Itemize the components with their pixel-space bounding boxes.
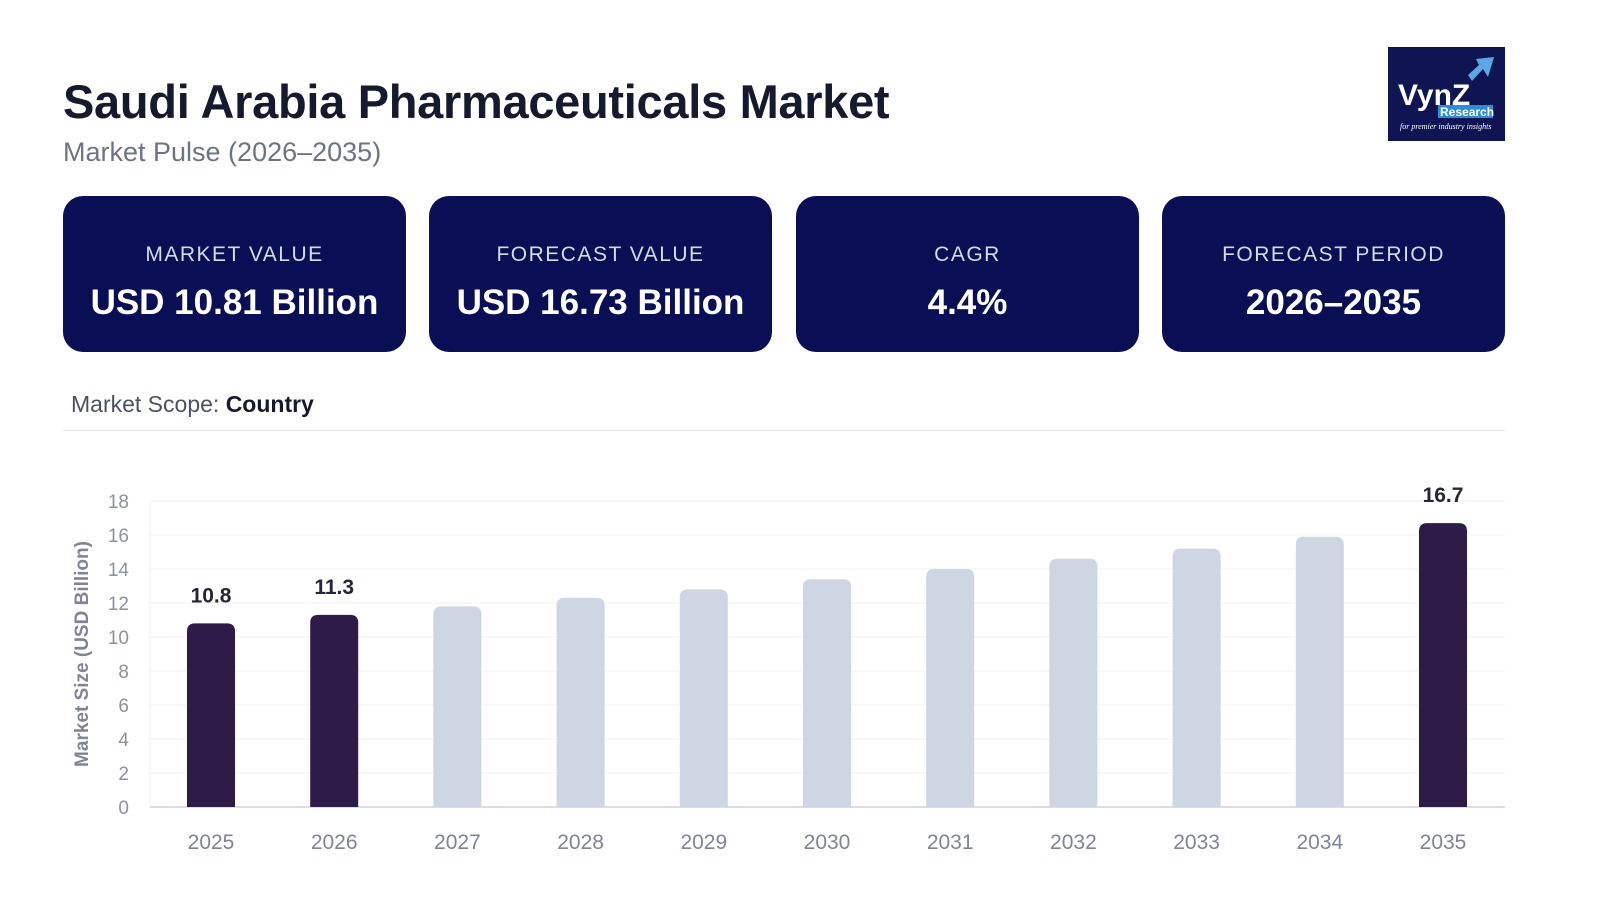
y-tick-label: 18 (108, 492, 129, 513)
card-value: USD 10.81 Billion (90, 283, 379, 322)
card-label: MARKET VALUE (145, 243, 324, 266)
y-tick-label: 10 (108, 628, 129, 649)
x-tick-label: 2026 (311, 831, 358, 854)
card-label: FORECAST VALUE (496, 243, 705, 266)
vynz-research-logo: VynZ Research for premier industry insig… (1388, 47, 1505, 141)
page-subtitle: Market Pulse (2026–2035) (63, 137, 382, 167)
forecast-period-card: FORECAST PERIOD 2026–2035 (1162, 196, 1505, 352)
x-tick-label: 2033 (1173, 831, 1220, 854)
x-tick-label: 2027 (434, 831, 481, 854)
market-scope: Market Scope: Country (71, 391, 314, 418)
x-tick-label: 2032 (1050, 831, 1097, 854)
data-label: 10.8 (191, 584, 232, 607)
x-tick-label: 2031 (927, 831, 974, 854)
scope-label: Market Scope: (71, 391, 220, 417)
data-label: 16.7 (1423, 484, 1464, 507)
x-tick-label: 2030 (804, 831, 851, 854)
bar-2026 (310, 614, 359, 807)
card-value: USD 16.73 Billion (456, 283, 745, 322)
y-tick-label: 16 (108, 526, 129, 547)
x-tick-label: 2028 (557, 831, 604, 854)
cagr-card: CAGR 4.4% (796, 196, 1139, 352)
bar-2027 (433, 606, 482, 807)
forecast-value-card: FORECAST VALUE USD 16.73 Billion (429, 196, 772, 352)
data-label: 11.3 (314, 576, 354, 599)
y-tick-label: 4 (118, 730, 129, 751)
bar-2034 (1295, 536, 1344, 807)
y-axis-label: Market Size (USD Billion) (72, 541, 93, 767)
x-tick-label: 2034 (1296, 831, 1343, 854)
card-label: CAGR (934, 243, 1001, 266)
y-tick-label: 6 (118, 696, 129, 717)
bar-2032 (1049, 558, 1098, 807)
bar-2030 (803, 579, 851, 807)
market-value-card: MARKET VALUE USD 10.81 Billion (63, 196, 406, 352)
bar-2035 (1419, 523, 1467, 807)
y-tick-label: 8 (118, 662, 129, 683)
bar-2033 (1172, 548, 1221, 807)
y-tick-label: 14 (108, 560, 130, 581)
card-value: 4.4% (927, 283, 1008, 322)
svg-text:for premier industry insights: for premier industry insights (1400, 122, 1491, 131)
y-tick-label: 2 (118, 764, 129, 785)
card-value: 2026–2035 (1245, 283, 1422, 322)
x-tick-label: 2025 (188, 831, 235, 854)
y-tick-label: 12 (108, 594, 129, 615)
bar-2028 (556, 597, 605, 807)
page-title: Saudi Arabia Pharmaceuticals Market (63, 75, 890, 128)
bar-2025 (187, 623, 235, 807)
scope-value: Country (225, 391, 314, 417)
y-tick-label: 0 (118, 798, 129, 819)
bar-2029 (679, 589, 728, 807)
divider (63, 430, 1505, 431)
bar-2031 (926, 569, 975, 807)
card-label: FORECAST PERIOD (1222, 243, 1445, 266)
x-tick-label: 2029 (680, 831, 727, 854)
x-tick-label: 2035 (1420, 831, 1467, 854)
svg-text:Research: Research (1440, 105, 1494, 119)
